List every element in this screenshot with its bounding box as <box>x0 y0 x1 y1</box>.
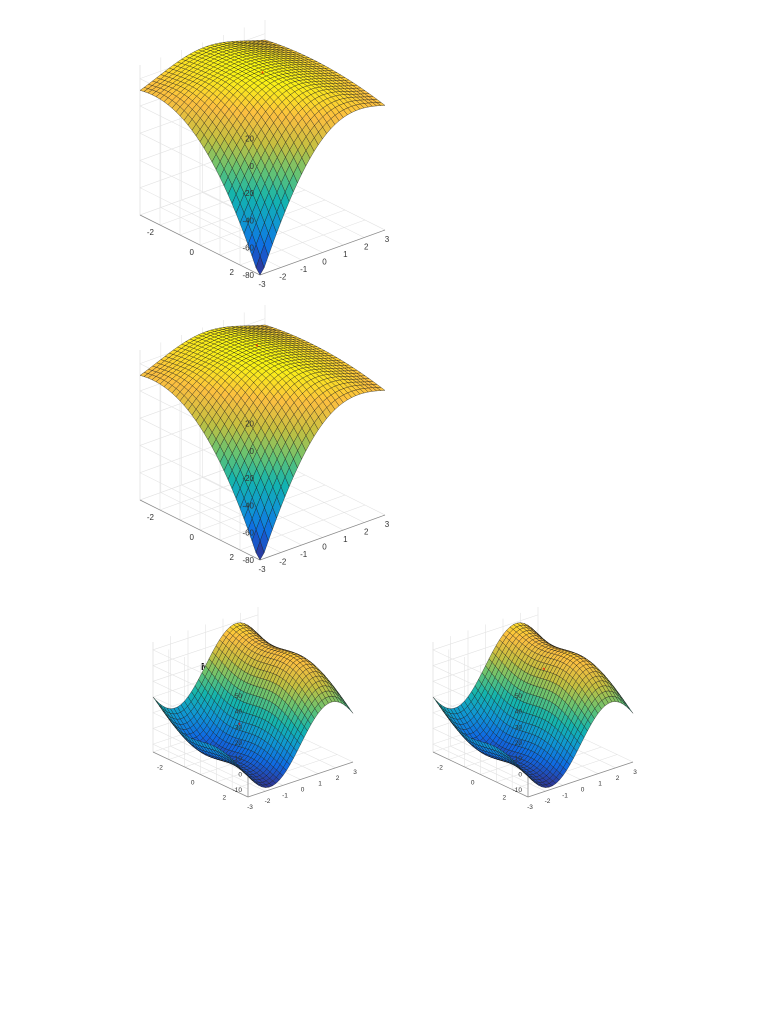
z-tick-label: -10 <box>513 787 523 794</box>
point-marker: * <box>238 723 241 730</box>
y-tick-label: -2 <box>147 513 155 522</box>
z-tick-label: -10 <box>233 787 243 794</box>
x-tick-label: 2 <box>336 775 340 782</box>
x-tick-label: -1 <box>562 792 568 799</box>
point-marker: * <box>256 344 259 351</box>
z-tick-label: -80 <box>242 271 254 280</box>
z-tick-label: -40 <box>242 216 254 225</box>
surface-mesh <box>139 324 386 561</box>
y-tick-label: -2 <box>437 765 443 772</box>
x-tick-label: -1 <box>300 550 308 559</box>
surface-chart-3: Maximum Point*-1001020304050-3-2-10123-2… <box>152 607 357 811</box>
z-tick-label: 0 <box>518 771 522 778</box>
surface-chart-4: Saddle Point*-1001020304050-3-2-10123-20… <box>432 607 637 811</box>
z-tick-label: -60 <box>242 244 254 253</box>
z-tick-label: 20 <box>245 420 254 429</box>
y-tick-label: 0 <box>191 780 195 787</box>
x-tick-label: -3 <box>258 565 266 574</box>
x-tick-label: 3 <box>385 235 390 244</box>
y-tick-label: -2 <box>147 228 155 237</box>
z-tick-label: 20 <box>245 135 254 144</box>
x-tick-label: 0 <box>322 258 327 267</box>
x-tick-label: 3 <box>385 520 390 529</box>
z-tick-label: 20 <box>515 740 523 747</box>
point-marker: * <box>261 71 264 78</box>
z-tick-label: 50 <box>235 693 243 700</box>
y-tick-label: 0 <box>471 780 475 787</box>
y-tick-label: 2 <box>230 268 235 277</box>
y-tick-label: -2 <box>157 765 163 772</box>
x-tick-label: 3 <box>353 769 357 776</box>
z-tick-label: 50 <box>515 693 523 700</box>
point-marker: * <box>542 668 545 675</box>
z-tick-label: 0 <box>238 771 242 778</box>
surface-chart-2: Minimum Point*-80-60-40-20020-3-2-10123-… <box>139 305 390 574</box>
x-tick-label: 1 <box>343 535 348 544</box>
x-tick-label: 2 <box>364 528 369 537</box>
surface-mesh <box>152 622 354 788</box>
y-tick-label: 2 <box>230 553 235 562</box>
x-tick-label: -1 <box>282 792 288 799</box>
x-tick-label: 1 <box>318 781 322 788</box>
plot-maximum-point: Maximum Point*-1001020304050-3-2-10123-2… <box>108 607 368 852</box>
z-tick-label: -40 <box>242 501 254 510</box>
x-tick-label: -2 <box>545 798 551 805</box>
y-tick-label: 2 <box>223 795 227 802</box>
z-tick-label: 0 <box>250 447 255 456</box>
x-tick-label: -2 <box>265 798 271 805</box>
z-tick-label: 20 <box>235 740 243 747</box>
z-tick-label: 40 <box>235 709 243 716</box>
x-tick-label: -1 <box>300 265 308 274</box>
x-tick-label: -3 <box>247 804 253 811</box>
x-tick-label: 2 <box>616 775 620 782</box>
x-tick-label: 3 <box>633 769 637 776</box>
x-tick-label: 2 <box>364 243 369 252</box>
y-tick-label: 0 <box>190 533 195 542</box>
z-tick-label: -20 <box>242 189 254 198</box>
x-tick-label: -2 <box>279 558 287 567</box>
surface-mesh <box>432 622 634 788</box>
z-tick-label: 30 <box>235 724 243 731</box>
x-tick-label: -3 <box>258 280 266 289</box>
plot-saddle-point-bottom: Saddle Point*-1001020304050-3-2-10123-20… <box>388 607 648 852</box>
z-tick-label: -20 <box>242 474 254 483</box>
y-tick-label: 2 <box>503 795 507 802</box>
x-tick-label: -3 <box>527 804 533 811</box>
plot-minimum-point: Minimum Point*-80-60-40-20020-3-2-10123-… <box>100 305 440 613</box>
x-tick-label: 1 <box>598 781 602 788</box>
x-tick-label: 0 <box>581 787 585 794</box>
z-tick-label: 10 <box>515 756 523 763</box>
z-tick-label: 40 <box>515 709 523 716</box>
z-tick-label: 30 <box>515 724 523 731</box>
x-tick-label: -2 <box>279 273 287 282</box>
z-tick-label: -60 <box>242 529 254 538</box>
surface-chart-1: Saddle Point*-80-60-40-20020-3-2-10123-2… <box>139 20 390 289</box>
z-tick-label: 10 <box>235 756 243 763</box>
z-tick-label: -80 <box>242 556 254 565</box>
z-tick-label: 0 <box>250 162 255 171</box>
surface-mesh <box>139 39 386 276</box>
x-tick-label: 0 <box>301 787 305 794</box>
x-tick-label: 1 <box>343 250 348 259</box>
y-tick-label: 0 <box>190 248 195 257</box>
x-tick-label: 0 <box>322 543 327 552</box>
plot-saddle-point-top: Saddle Point*-80-60-40-20020-3-2-10123-2… <box>100 20 440 330</box>
